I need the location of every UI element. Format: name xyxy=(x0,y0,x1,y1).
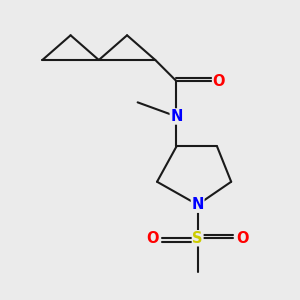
Text: O: O xyxy=(213,74,225,89)
Text: O: O xyxy=(236,231,249,246)
Text: N: N xyxy=(191,197,204,212)
Text: O: O xyxy=(147,231,159,246)
Text: N: N xyxy=(170,109,183,124)
Text: S: S xyxy=(192,231,203,246)
